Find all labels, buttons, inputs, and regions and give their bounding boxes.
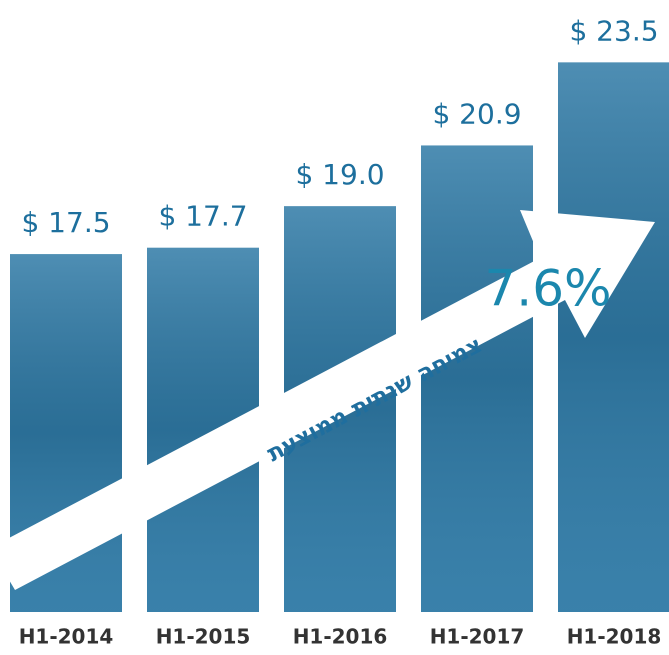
x-tick-label: H1-2016 [293, 625, 388, 649]
value-label: $ 20.9 [432, 97, 521, 130]
value-label: $ 17.5 [21, 206, 110, 239]
growth-arrow [0, 210, 655, 590]
x-tick-label: H1-2014 [19, 625, 114, 649]
value-label: $ 23.5 [569, 14, 658, 47]
x-tick-label: H1-2017 [430, 625, 525, 649]
bar-shade [558, 62, 669, 612]
x-tick-label: H1-2015 [156, 625, 251, 649]
value-label: $ 17.7 [158, 200, 247, 233]
value-label: $ 19.0 [295, 158, 384, 191]
bars: $ 17.5 $ 17.7 $ 19.0 $ 20.9 $ 23.5 [10, 14, 669, 612]
growth-rate: 7.6% [484, 260, 611, 318]
bar-shade [421, 145, 533, 612]
x-tick-label: H1-2018 [567, 625, 662, 649]
